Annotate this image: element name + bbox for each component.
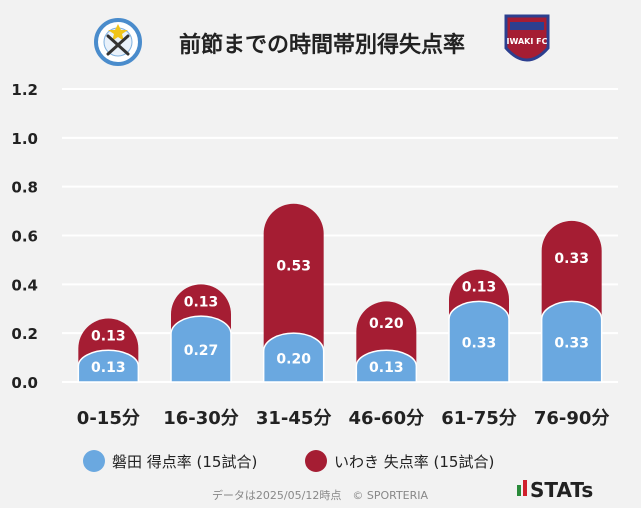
data-label-conceded: 0.53 xyxy=(276,258,311,274)
stats-brand-text: STATs xyxy=(530,478,593,502)
x-tick-label: 31-45分 xyxy=(256,408,332,429)
legend-label-conceded: いわき 失点率 (15試合) xyxy=(334,453,494,471)
x-tick-label: 0-15分 xyxy=(77,408,140,429)
data-label-conceded: 0.20 xyxy=(369,316,404,332)
y-tick-label: 0.4 xyxy=(11,276,38,294)
x-tick-label: 16-30分 xyxy=(163,408,239,429)
stats-logo-bar-red xyxy=(523,480,527,496)
stats-logo: STATs xyxy=(517,478,593,502)
chart-title: 前節までの時間帯別得失点率 xyxy=(179,32,465,58)
grid-lines xyxy=(62,88,618,383)
stats-logo-bar-green xyxy=(517,485,521,496)
iwaki-crest-text: IWAKI FC xyxy=(507,37,548,46)
x-axis-ticks: 0-15分 16-30分 31-45分 46-60分 61-75分 76-90分 xyxy=(77,408,610,429)
data-label-scored: 0.13 xyxy=(91,360,126,376)
data-label-conceded: 0.13 xyxy=(184,294,219,310)
bar-scored xyxy=(77,349,140,383)
data-label-scored: 0.27 xyxy=(184,343,219,359)
y-tick-label: 0.0 xyxy=(11,374,38,392)
y-tick-label: 1.0 xyxy=(11,130,38,148)
y-tick-label: 0.6 xyxy=(11,228,38,246)
data-label-conceded: 0.13 xyxy=(462,280,497,296)
y-tick-label: 0.8 xyxy=(11,179,38,197)
legend-label-scored: 磐田 得点率 (15試合) xyxy=(112,453,257,471)
data-label-scored: 0.20 xyxy=(276,352,311,368)
data-label-scored: 0.33 xyxy=(554,336,589,352)
legend-swatch-scored xyxy=(83,450,105,472)
y-tick-label: 0.2 xyxy=(11,325,38,343)
x-tick-label: 61-75分 xyxy=(441,408,517,429)
data-label-conceded: 0.13 xyxy=(91,329,126,345)
bar-series: 0.13 0.13 0.27 0.13 0.20 0.53 0.13 0.20 0.33 0.13… xyxy=(77,203,603,383)
x-tick-label: 46-60分 xyxy=(349,408,425,429)
data-label-scored: 0.33 xyxy=(462,336,497,352)
bar-scored xyxy=(448,300,510,383)
bar-scored xyxy=(262,332,325,383)
iwaki-fc-crest-icon: IWAKI FC xyxy=(504,14,550,62)
bar-scored xyxy=(170,315,232,383)
bar-scored xyxy=(355,349,418,383)
data-label-scored: 0.13 xyxy=(369,360,404,376)
footer-note: データは2025/05/12時点 © SPORTERIA xyxy=(212,488,429,502)
bar-scored xyxy=(540,300,603,383)
y-tick-label: 1.2 xyxy=(11,81,38,99)
data-label-conceded: 0.33 xyxy=(554,251,589,267)
x-tick-label: 76-90分 xyxy=(534,408,610,429)
legend-swatch-conceded xyxy=(305,450,327,472)
jubilo-iwata-crest-icon xyxy=(94,18,142,66)
legend: 磐田 得点率 (15試合) いわき 失点率 (15試合) xyxy=(83,450,494,472)
y-axis-ticks: 0.0 0.2 0.4 0.6 0.8 1.0 1.2 xyxy=(11,81,38,392)
